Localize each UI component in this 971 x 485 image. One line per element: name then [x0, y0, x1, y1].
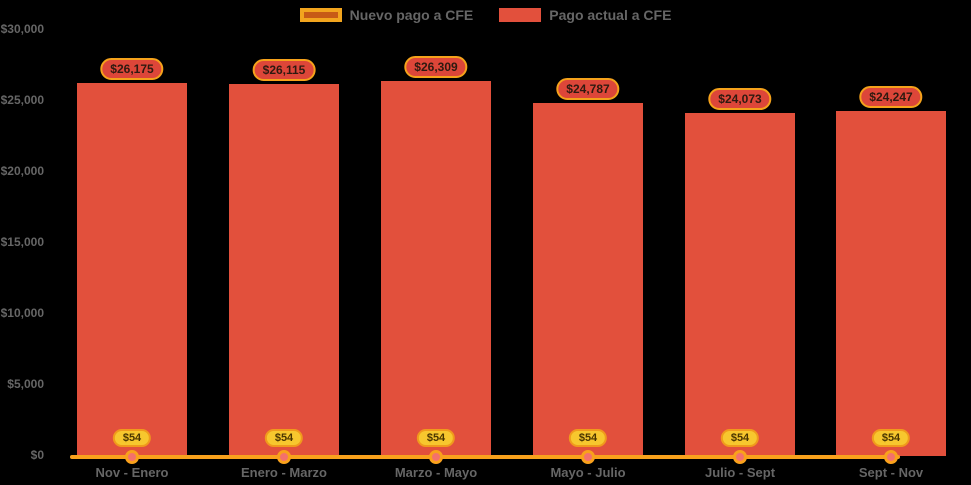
legend: Nuevo pago a CFE Pago actual a CFE: [0, 7, 971, 23]
bar-value-label: $24,247: [859, 85, 923, 108]
point-value-label: $54: [871, 429, 911, 447]
x-axis-label: Nov - Enero: [95, 465, 169, 480]
bar[interactable]: [836, 110, 946, 456]
bar-value-label: $26,175: [100, 58, 164, 81]
line-marker-icon[interactable]: [277, 450, 291, 464]
line-series: [70, 455, 900, 459]
y-axis-label: $0: [30, 448, 44, 462]
point-value-label: $54: [416, 429, 456, 447]
line-marker-icon[interactable]: [581, 450, 595, 464]
bar[interactable]: [685, 113, 795, 456]
bar-value-label: $24,073: [708, 88, 772, 111]
x-axis-label: Julio - Sept: [704, 465, 776, 480]
bar[interactable]: [381, 81, 491, 456]
line-marker-icon[interactable]: [733, 450, 747, 464]
bar-value-label: $24,787: [556, 78, 620, 101]
point-value-label: $54: [568, 429, 608, 447]
y-axis-label: $10,000: [0, 306, 44, 320]
point-value-label: $54: [720, 429, 760, 447]
x-axis-label: Marzo - Mayo: [394, 465, 478, 480]
y-axis-label: $15,000: [0, 235, 44, 249]
bar[interactable]: [77, 83, 187, 456]
x-axis-label: Sept - Nov: [858, 465, 924, 480]
y-axis-label: $5,000: [7, 377, 44, 391]
line-marker-icon[interactable]: [125, 450, 139, 464]
bar[interactable]: [533, 103, 643, 456]
bar[interactable]: [229, 84, 339, 456]
point-value-label: $54: [112, 429, 152, 447]
line-marker-icon[interactable]: [429, 450, 443, 464]
legend-item-pago-actual[interactable]: Pago actual a CFE: [499, 7, 671, 23]
x-axis-label: Enero - Marzo: [241, 465, 327, 480]
y-axis-label: $20,000: [0, 164, 44, 178]
bar-value-label: $26,309: [404, 56, 468, 79]
legend-label: Nuevo pago a CFE: [349, 7, 474, 23]
point-value-label: $54: [264, 429, 304, 447]
legend-label: Pago actual a CFE: [549, 7, 672, 23]
legend-swatch-line-icon: [299, 8, 342, 22]
y-axis-label: $25,000: [0, 93, 44, 107]
y-axis-label: $30,000: [0, 22, 44, 36]
line-marker-icon[interactable]: [884, 450, 898, 464]
x-axis-label: Mayo - Julio: [550, 465, 626, 480]
legend-swatch-bar-icon: [499, 8, 542, 22]
legend-item-nuevo-pago[interactable]: Nuevo pago a CFE: [299, 7, 474, 23]
bar-value-label: $26,115: [252, 59, 316, 82]
